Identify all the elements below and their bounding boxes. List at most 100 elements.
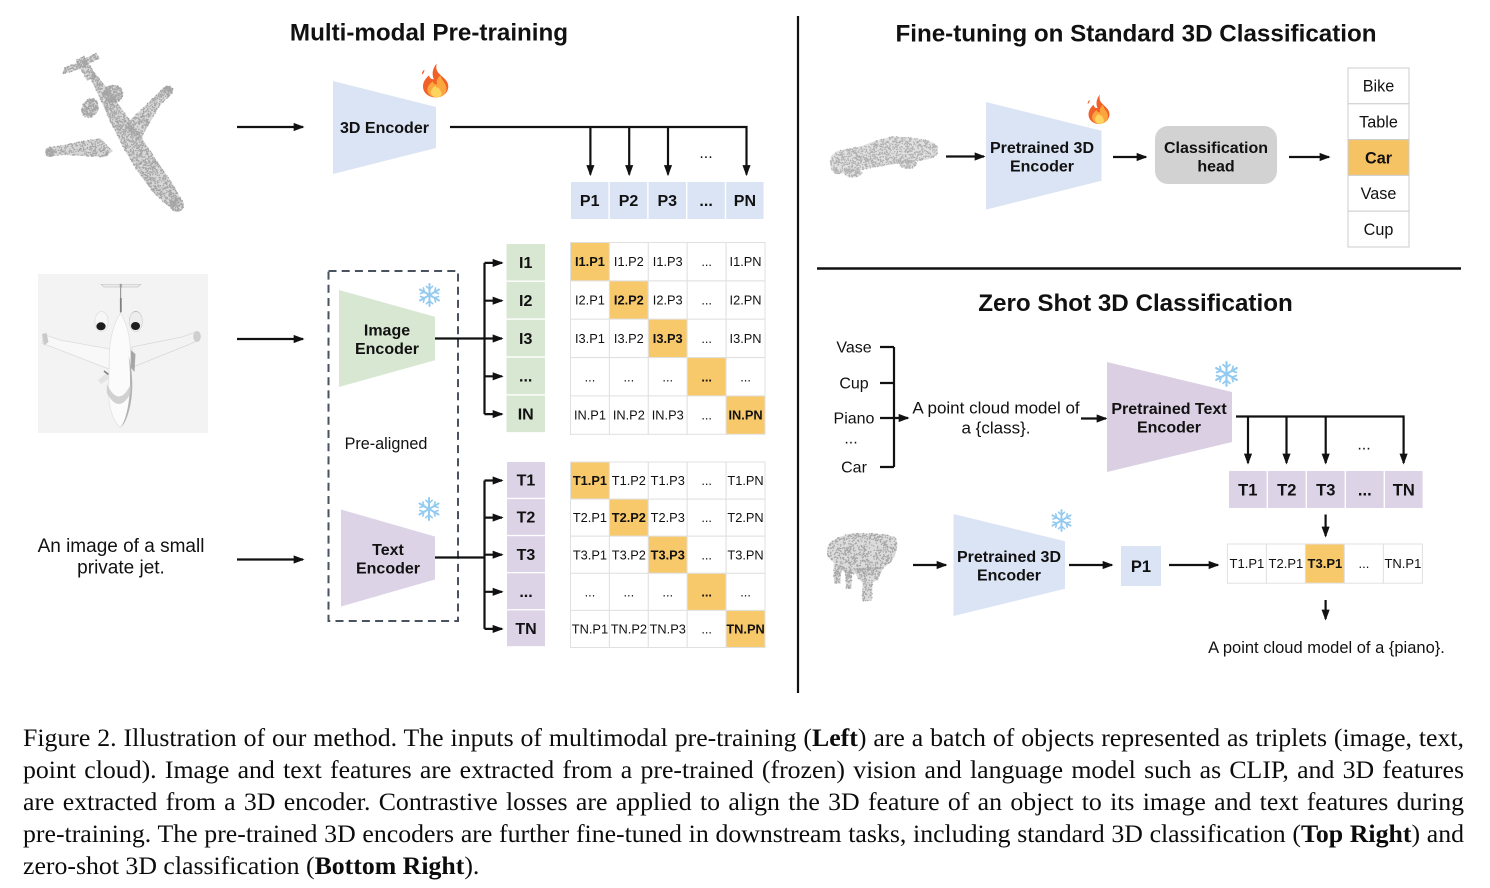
- svg-text:Classification: Classification: [1164, 140, 1268, 157]
- svg-text:TN: TN: [1393, 481, 1415, 499]
- svg-text:PN: PN: [734, 193, 756, 210]
- svg-text:...: ...: [701, 408, 712, 423]
- svg-text:...: ...: [701, 369, 712, 384]
- svg-text:T2.P1: T2.P1: [1269, 556, 1304, 571]
- svg-text:IN.P3: IN.P3: [652, 408, 684, 423]
- svg-text:I3.PN: I3.PN: [730, 331, 762, 346]
- svg-text:Zero Shot 3D Classification: Zero Shot 3D Classification: [978, 290, 1293, 317]
- svg-text:T1.P1: T1.P1: [1230, 556, 1265, 571]
- svg-text:TN: TN: [515, 621, 536, 638]
- svg-text:...: ...: [701, 510, 712, 525]
- svg-text:T3.P1: T3.P1: [573, 547, 607, 562]
- svg-text:IN.P1: IN.P1: [574, 408, 606, 423]
- svg-text:...: ...: [701, 473, 712, 488]
- svg-text:Encoder: Encoder: [1137, 420, 1201, 437]
- svg-text:A point cloud model of a {pian: A point cloud model of a {piano}.: [1208, 639, 1445, 657]
- svg-text:I1.PN: I1.PN: [730, 254, 762, 269]
- svg-text:I3.P2: I3.P2: [614, 331, 644, 346]
- svg-text:...: ...: [1358, 556, 1369, 571]
- svg-text:...: ...: [585, 369, 596, 384]
- svg-text:...: ...: [701, 622, 712, 637]
- svg-text:Pretrained 3D: Pretrained 3D: [990, 140, 1094, 157]
- svg-text:T1.P3: T1.P3: [651, 473, 685, 488]
- svg-text:Pretrained 3D: Pretrained 3D: [957, 549, 1061, 566]
- svg-text:...: ...: [662, 369, 673, 384]
- svg-text:TN.P2: TN.P2: [611, 622, 647, 637]
- svg-text:T1: T1: [517, 473, 536, 490]
- svg-text:TN.P1: TN.P1: [1384, 556, 1421, 571]
- svg-text:P1: P1: [580, 193, 600, 210]
- svg-text:head: head: [1197, 159, 1234, 176]
- svg-text:I1.P2: I1.P2: [614, 254, 644, 269]
- svg-text:...: ...: [740, 584, 751, 599]
- svg-text:P1: P1: [1131, 558, 1151, 576]
- svg-text:T1.P2: T1.P2: [612, 473, 646, 488]
- svg-text:Multi-modal Pre-training: Multi-modal Pre-training: [290, 20, 568, 47]
- svg-text:Encoder: Encoder: [355, 341, 419, 358]
- svg-text:...: ...: [624, 584, 635, 599]
- svg-text:...: ...: [740, 369, 751, 384]
- svg-text:private jet.: private jet.: [77, 558, 165, 579]
- svg-text:...: ...: [701, 331, 712, 346]
- svg-text:T2.P2: T2.P2: [612, 510, 646, 525]
- svg-text:T3: T3: [517, 547, 536, 564]
- svg-text:I3.P3: I3.P3: [653, 331, 683, 346]
- svg-text:...: ...: [701, 547, 712, 562]
- svg-text:...: ...: [1358, 481, 1372, 499]
- svg-text:IN.P2: IN.P2: [613, 408, 645, 423]
- svg-text:TN.PN: TN.PN: [726, 622, 764, 637]
- svg-text:...: ...: [662, 584, 673, 599]
- svg-text:Encoder: Encoder: [356, 561, 420, 578]
- svg-text:Pre-aligned: Pre-aligned: [345, 435, 428, 453]
- svg-text:I3: I3: [519, 331, 532, 348]
- svg-text:IN.PN: IN.PN: [728, 408, 762, 423]
- svg-text:Car: Car: [841, 460, 867, 477]
- svg-text:IN: IN: [518, 407, 534, 424]
- svg-text:Encoder: Encoder: [1010, 159, 1074, 176]
- svg-text:Bike: Bike: [1363, 78, 1395, 96]
- svg-text:a {class}.: a {class}.: [962, 419, 1031, 438]
- svg-text:A point cloud model of: A point cloud model of: [912, 399, 1080, 418]
- svg-text:3D Encoder: 3D Encoder: [340, 120, 429, 137]
- svg-text:...: ...: [844, 431, 857, 448]
- svg-text:Vase: Vase: [1361, 185, 1397, 203]
- svg-text:I1.P1: I1.P1: [575, 254, 605, 269]
- svg-text:Image: Image: [364, 323, 410, 340]
- svg-text:T3.P2: T3.P2: [612, 547, 646, 562]
- svg-text:...: ...: [699, 145, 712, 162]
- svg-text:T1.P1: T1.P1: [573, 473, 607, 488]
- svg-text:Pretrained Text: Pretrained Text: [1111, 401, 1227, 418]
- svg-text:Vase: Vase: [836, 340, 871, 357]
- svg-text:I2.PN: I2.PN: [730, 293, 762, 308]
- svg-text:TN.P3: TN.P3: [650, 622, 686, 637]
- svg-text:...: ...: [519, 584, 532, 601]
- svg-text:I1: I1: [519, 255, 532, 272]
- svg-text:P2: P2: [619, 193, 639, 210]
- svg-text:T1: T1: [1238, 481, 1257, 499]
- svg-text:Table: Table: [1359, 114, 1398, 132]
- svg-text:T2.P1: T2.P1: [573, 510, 607, 525]
- svg-text:Piano: Piano: [834, 411, 875, 428]
- svg-text:Cup: Cup: [1364, 221, 1394, 239]
- svg-text:Encoder: Encoder: [977, 568, 1041, 585]
- svg-text:T2: T2: [1277, 481, 1296, 499]
- svg-text:...: ...: [699, 193, 712, 210]
- svg-text:...: ...: [585, 584, 596, 599]
- svg-text:I3.P1: I3.P1: [575, 331, 605, 346]
- svg-text:Car: Car: [1365, 149, 1393, 167]
- svg-text:I2: I2: [519, 293, 532, 310]
- svg-text:I1.P3: I1.P3: [653, 254, 683, 269]
- svg-text:I2.P3: I2.P3: [653, 293, 683, 308]
- svg-text:...: ...: [701, 254, 712, 269]
- svg-text:Fine-tuning on Standard 3D Cla: Fine-tuning on Standard 3D Classificatio…: [895, 21, 1376, 48]
- svg-text:An image of a small: An image of a small: [38, 536, 205, 557]
- svg-text:I2.P2: I2.P2: [614, 293, 644, 308]
- svg-text:Cup: Cup: [839, 376, 868, 393]
- svg-text:T2: T2: [517, 510, 536, 527]
- svg-text:...: ...: [701, 293, 712, 308]
- svg-text:T1.PN: T1.PN: [727, 473, 763, 488]
- svg-text:...: ...: [701, 584, 712, 599]
- svg-text:T3.PN: T3.PN: [727, 547, 763, 562]
- svg-text:I2.P1: I2.P1: [575, 293, 605, 308]
- svg-text:T2.PN: T2.PN: [727, 510, 763, 525]
